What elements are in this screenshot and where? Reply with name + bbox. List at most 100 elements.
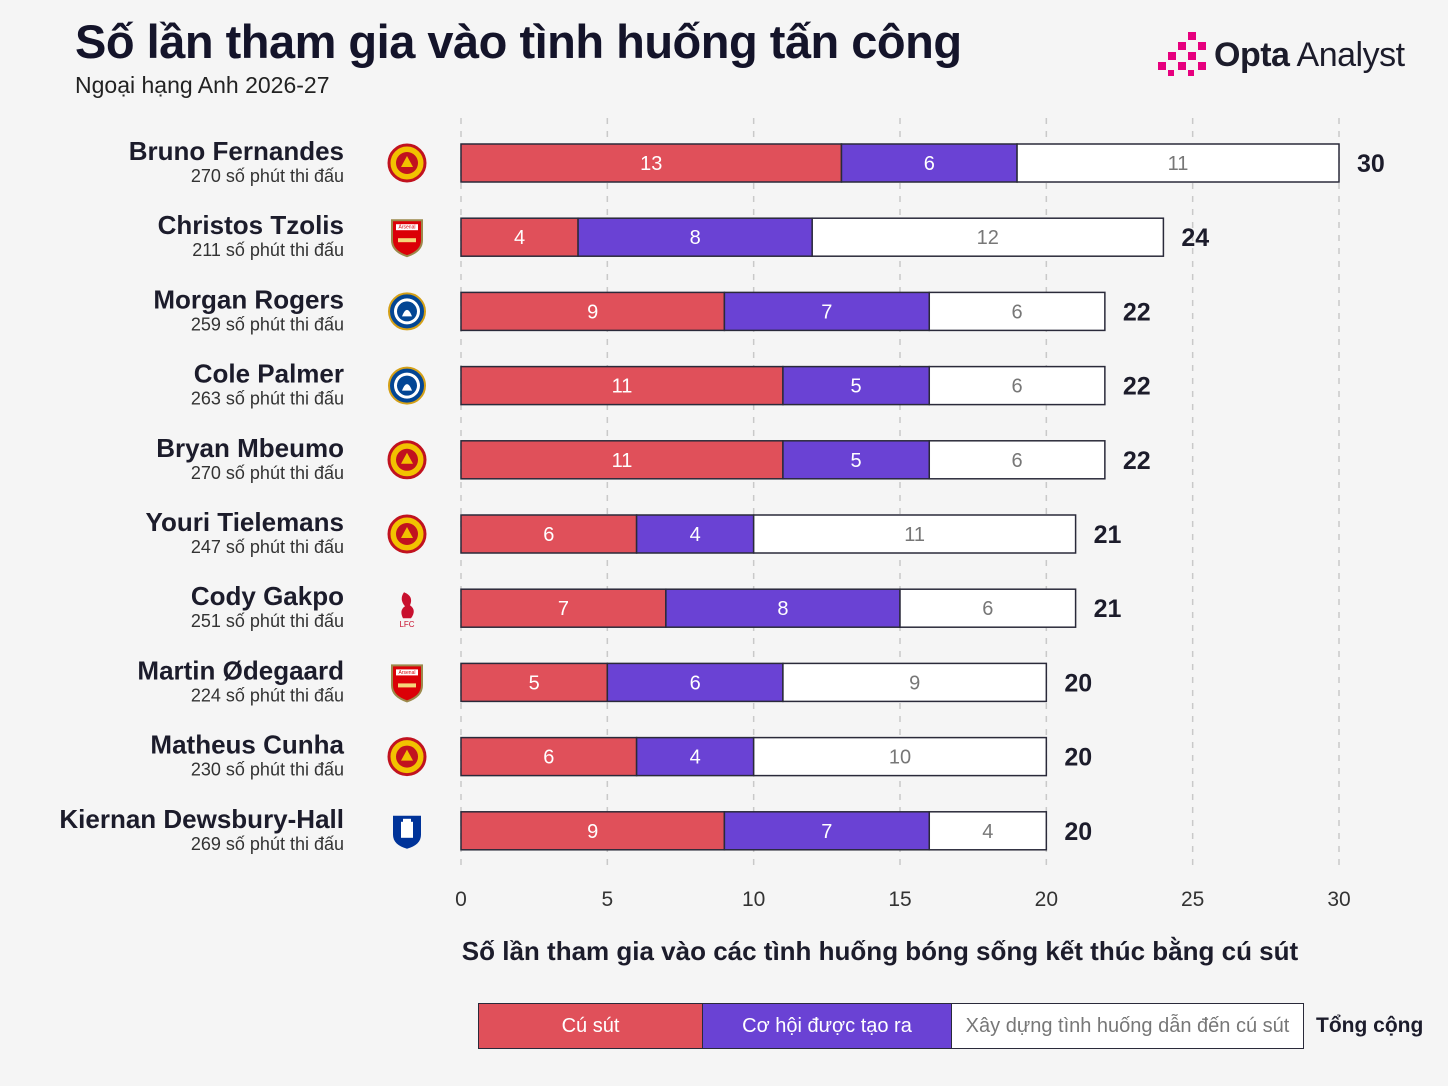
brand-name-bold: Opta bbox=[1214, 35, 1290, 74]
bar-segment-label: 8 bbox=[690, 227, 701, 249]
player-name: Morgan Rogers bbox=[153, 284, 344, 314]
x-tick-label: 30 bbox=[1327, 888, 1350, 911]
player-name: Cody Gakpo bbox=[191, 581, 344, 611]
club-crest-icon bbox=[388, 366, 426, 405]
bar-segment-label: 10 bbox=[889, 747, 911, 769]
svg-text:Arsenal: Arsenal bbox=[399, 670, 416, 676]
brand-name-light: Analyst bbox=[1289, 35, 1406, 74]
brand-name: Opta Analyst bbox=[1214, 36, 1405, 75]
bar-segment bbox=[635, 514, 755, 554]
player-name: Matheus Cunha bbox=[150, 730, 344, 760]
player-name: Bruno Fernandes bbox=[129, 136, 344, 166]
chart-subtitle: Ngoại hạng Anh 2026-27 bbox=[75, 72, 330, 98]
legend-total: Tổng cộng bbox=[1316, 1014, 1424, 1037]
bar-segment bbox=[1016, 143, 1340, 183]
legend-chances: Cơ hội được tạo ra bbox=[703, 1003, 952, 1049]
player-minutes: 247 số phút thi đấu bbox=[191, 537, 344, 557]
bar-total-label: 20 bbox=[1064, 818, 1092, 846]
player-name: Christos Tzolis bbox=[158, 210, 344, 240]
bar-segment-label: 4 bbox=[690, 524, 701, 546]
player-name: Kiernan Dewsbury-Hall bbox=[59, 804, 344, 834]
player-name: Martin Ødegaard bbox=[137, 655, 344, 685]
bar-total-label: 22 bbox=[1123, 373, 1151, 401]
bar-segment-label: 6 bbox=[543, 524, 554, 546]
bar-total-label: 21 bbox=[1094, 595, 1122, 623]
stacked-bar-chart: 0 5 10 15 20 25 30 Số lần tham gia vào các tình… bbox=[59, 118, 1385, 966]
bar-segment bbox=[460, 217, 579, 257]
bar-total-label: 22 bbox=[1123, 298, 1151, 326]
player-minutes: 270 số phút thi đấu bbox=[191, 463, 344, 483]
legend-buildup: Xây dựng tình huống dẫn đến cú sút bbox=[952, 1003, 1304, 1049]
player-name: Youri Tielemans bbox=[146, 507, 344, 537]
bar-segment-label: 6 bbox=[924, 153, 935, 175]
bar-segment-label: 4 bbox=[982, 821, 993, 843]
club-crest-icon bbox=[387, 737, 427, 777]
bar-total-label: 24 bbox=[1181, 224, 1209, 252]
svg-text:LFC: LFC bbox=[399, 620, 414, 629]
bar-segment-label: 6 bbox=[1012, 450, 1023, 472]
bar-segment-label: 8 bbox=[777, 598, 788, 620]
club-crest-icon bbox=[387, 514, 427, 554]
bar-segment-label: 9 bbox=[909, 672, 920, 694]
club-crest-icon: Arsenal bbox=[391, 664, 423, 703]
bar-total-label: 20 bbox=[1064, 669, 1092, 697]
bar-segment-label: 11 bbox=[904, 524, 925, 546]
x-tick-label: 15 bbox=[888, 888, 911, 911]
bar-segment bbox=[665, 588, 901, 628]
bar-segment-label: 6 bbox=[690, 672, 701, 694]
bar-segment-label: 6 bbox=[1012, 376, 1023, 398]
club-crest-icon: LFC bbox=[399, 592, 415, 629]
bar-total-label: 20 bbox=[1064, 744, 1092, 772]
bar-segment-label: 7 bbox=[821, 821, 832, 843]
bar-segment bbox=[460, 736, 638, 777]
club-crest-icon bbox=[388, 292, 426, 331]
svg-text:Arsenal: Arsenal bbox=[399, 225, 416, 231]
x-axis-label: Số lần tham gia vào các tình huống bóng … bbox=[462, 936, 1299, 966]
x-tick-label: 5 bbox=[601, 888, 613, 911]
opta-logo-icon bbox=[1158, 32, 1206, 76]
bar-segment-label: 5 bbox=[851, 450, 862, 472]
bar-segment-label: 9 bbox=[587, 301, 598, 323]
bar-segment bbox=[460, 365, 784, 406]
bar-total-label: 21 bbox=[1094, 521, 1122, 549]
player-name: Bryan Mbeumo bbox=[156, 433, 344, 463]
bar-segment-label: 4 bbox=[514, 227, 525, 249]
bar-segment-label: 11 bbox=[612, 376, 633, 398]
player-minutes: 263 số phút thi đấu bbox=[191, 389, 344, 409]
bar-segment bbox=[460, 291, 726, 332]
bar-segment bbox=[606, 662, 784, 703]
legend: Cú sút Cơ hội được tạo ra Xây dựng tình … bbox=[478, 1003, 1423, 1049]
bar-segment-label: 6 bbox=[1012, 301, 1023, 323]
bar-segment bbox=[782, 440, 931, 480]
bar-segment bbox=[811, 217, 1165, 257]
x-tick-label: 0 bbox=[455, 888, 467, 911]
bar-total-label: 22 bbox=[1123, 447, 1151, 475]
club-crest-icon: Arsenal bbox=[391, 219, 423, 258]
bar-segment bbox=[928, 440, 1106, 480]
bar-segment bbox=[928, 811, 1048, 851]
club-crest-icon bbox=[393, 815, 421, 849]
bar-segment-label: 9 bbox=[587, 821, 598, 843]
club-crest-icon bbox=[387, 143, 427, 183]
player-minutes: 224 số phút thi đấu bbox=[191, 685, 344, 705]
player-minutes: 270 số phút thi đấu bbox=[191, 166, 344, 186]
bar-segment-label: 6 bbox=[543, 747, 554, 769]
bar-segment bbox=[782, 662, 1048, 703]
bar-segment-label: 11 bbox=[612, 450, 633, 472]
bar-segment bbox=[723, 811, 931, 851]
legend-shots: Cú sút bbox=[478, 1003, 703, 1049]
bar-segment-label: 13 bbox=[640, 153, 662, 175]
player-minutes: 259 số phút thi đấu bbox=[191, 314, 344, 334]
club-crest-icon bbox=[387, 440, 427, 480]
player-minutes: 269 số phút thi đấu bbox=[191, 834, 344, 854]
bar-segment-label: 4 bbox=[690, 747, 701, 769]
bar-segment bbox=[928, 365, 1106, 406]
x-tick-label: 25 bbox=[1181, 888, 1204, 911]
bar-segment bbox=[460, 811, 726, 851]
bar-segment-label: 7 bbox=[558, 598, 569, 620]
bar-segment-label: 12 bbox=[977, 227, 999, 249]
player-minutes: 230 số phút thi đấu bbox=[191, 760, 344, 780]
bar-segment bbox=[577, 217, 813, 257]
bar-segment bbox=[752, 514, 1077, 554]
bar-segment bbox=[460, 662, 609, 703]
